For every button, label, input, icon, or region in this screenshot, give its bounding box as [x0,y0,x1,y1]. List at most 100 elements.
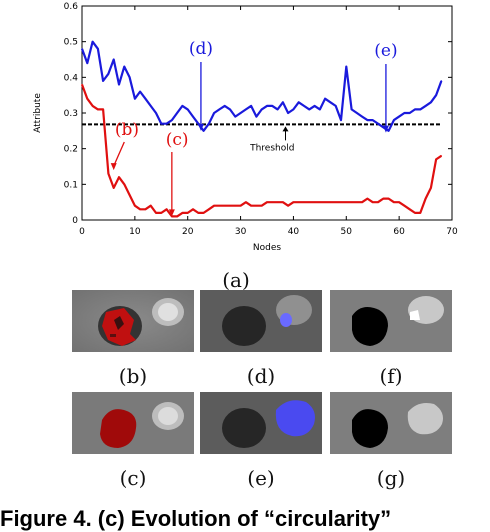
data-point [97,48,99,50]
data-point [313,105,316,107]
data-point [419,108,421,111]
data-point [123,66,125,68]
x-tick-label: 60 [393,227,405,237]
threshold-group: Threshold [82,123,440,153]
data-point [192,208,194,210]
panel-d [200,290,322,352]
panel-f [330,290,452,352]
data-point [81,83,83,86]
panel-g [330,392,452,454]
data-point [181,212,184,214]
data-point [287,205,289,207]
data-point [430,101,432,103]
data-point [276,108,279,111]
data-point [366,198,369,200]
data-point [123,183,125,185]
x-tick-label: 40 [288,227,300,237]
data-point [208,208,210,210]
data-point [430,187,432,189]
data-point [282,101,284,103]
data-point [377,201,379,203]
data-point [345,201,347,203]
annotation-arrow-head [382,125,389,133]
data-point [245,108,247,111]
data-point [366,119,369,121]
data-point [234,115,236,118]
data-point [287,112,289,114]
data-point [97,108,99,111]
data-point [91,41,94,43]
data-point [229,108,231,111]
data-point [107,73,110,75]
data-point [187,108,189,111]
data-point [424,198,427,200]
y-tick-label: 0.1 [64,180,78,190]
data-point [329,201,332,203]
data-point [250,105,252,107]
data-point [345,66,347,68]
data-point [171,119,173,121]
figure-caption: Figure 4. (c) Evolution of “circularity” [0,506,392,531]
data-point [118,83,120,86]
data-point [218,108,221,111]
data-point [387,130,390,132]
data-point [218,205,221,207]
annotation-arrow-head [110,163,117,171]
annotation-arrow [113,141,125,167]
data-point [165,123,168,125]
data-point [409,208,411,210]
data-point [255,205,258,207]
data-point [160,212,162,214]
data-point [387,198,390,200]
data-point [261,108,263,111]
data-point [308,108,310,111]
data-point [208,123,210,125]
data-point [155,212,157,214]
label-b: (b) [118,364,148,388]
data-point [81,48,83,50]
data-point [187,212,189,214]
data-point [176,215,178,218]
data-point [202,212,205,214]
data-point [113,58,115,61]
y-tick-label: 0.2 [64,145,78,155]
data-point [324,98,326,100]
data-point [261,205,263,207]
data-point [128,76,131,78]
data-point [403,112,406,114]
data-point [139,208,141,210]
data-point [250,205,252,207]
data-point [282,201,284,203]
data-point [324,201,326,203]
data-point [409,112,411,114]
plot-frame [81,5,453,221]
annotation-label: (b) [115,120,139,140]
data-point [245,201,247,203]
data-point [213,112,215,114]
data-point [266,201,268,203]
data-point [440,80,443,82]
data-point [377,123,379,125]
data-point [292,108,295,111]
data-point [144,98,147,100]
data-point [435,94,437,96]
data-point [340,201,342,203]
data-point [192,115,194,118]
data-point [350,108,353,111]
data-point [361,115,363,118]
data-point [128,194,131,196]
data-point [150,105,152,107]
data-point [160,123,162,125]
data-point [165,208,168,210]
x-axis-label: Nodes [253,243,281,253]
data-point [224,205,226,207]
data-point [139,91,141,93]
data-point [303,105,305,107]
axes: 0 10 20 30 40 50 60 70 0 0.1 0.2 0.3 0.4 0.5 0.6 Nodes A… [33,2,458,253]
data-point [440,155,443,157]
data-point [398,201,400,203]
label-g: (g) [376,466,406,490]
annotation-label: (e) [374,41,397,61]
label-c: (c) [119,466,147,490]
x-tick-label: 10 [129,227,141,237]
